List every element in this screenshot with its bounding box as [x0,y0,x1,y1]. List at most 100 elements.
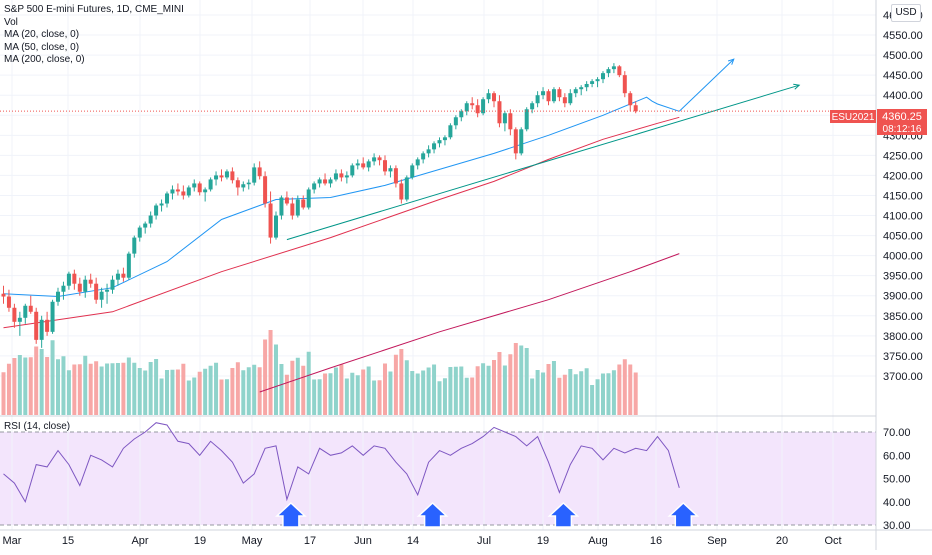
trendline-arrowhead [793,83,801,90]
candle-body [115,273,120,280]
candle-body [88,279,93,284]
candle-body [399,183,404,200]
legend-volume[interactable]: Vol [4,16,18,28]
volume-bar [105,363,110,415]
price-tick-label: 4100.00 [883,211,923,223]
volume-bar [437,381,442,415]
candle-body [410,165,415,178]
volume-bar [475,366,480,415]
candle-body [383,160,387,172]
volume-bar [312,379,317,415]
volume-bar [252,364,257,415]
volume-bar [492,360,496,415]
legend-ma200[interactable]: MA (200, close, 0) [4,54,85,65]
candle-body [530,103,535,110]
svg-text:08:12:16: 08:12:16 [883,124,922,135]
volume-bar [159,378,164,415]
candle-body [519,129,524,154]
candle-body [551,89,556,102]
svg-text:4360.25: 4360.25 [882,111,922,123]
candle-body [312,183,317,190]
legend-symbol[interactable]: S&P 500 E-mini Futures, 1D, CME_MINI [4,4,184,15]
candle-body [328,179,333,184]
volume-bar [121,362,126,415]
candle-body [121,273,126,278]
candle-body [502,113,507,124]
candle-body [415,159,420,166]
volume-bar [432,364,437,415]
candle-body [105,289,110,292]
candle-body [601,73,605,80]
candle-body [492,93,496,102]
candle-body [246,182,251,185]
volume-bar [541,372,546,415]
time-tick-label: 20 [776,535,788,547]
candle-body [366,161,371,168]
candle-body [83,279,88,292]
price-tick-label: 4400.00 [883,90,923,102]
volume-bar [551,361,556,415]
candle-body [361,163,366,168]
candle-body [268,203,273,238]
volume-bar [257,367,262,415]
candle-body [192,183,197,188]
candle-body [568,93,573,104]
candle-body [12,307,17,322]
chart-legend: S&P 500 E-mini Futures, 1D, CME_MINI Vol… [4,4,184,67]
candle-body [224,171,229,178]
candle-body [132,237,137,254]
blue-up-arrow [667,501,700,528]
candle-body [573,89,578,94]
candle-body [263,176,268,204]
volume-bar [284,374,289,415]
volume-bar [622,359,627,415]
volume-bar [595,379,600,415]
currency-button[interactable]: USD [891,4,921,22]
candle-body [459,111,464,118]
trendlines[interactable] [286,58,801,241]
candle-body [541,91,546,96]
candle-body [126,253,131,278]
projection-trendline [678,58,735,112]
volume-bar [426,367,431,415]
candle-body [143,223,148,228]
volume-bar [132,362,137,415]
price-tick-label: 3800.00 [883,331,923,343]
volume-bar [355,375,360,415]
volume-bar [388,371,393,415]
price-tick-label: 3750.00 [883,351,923,363]
rsi-legend[interactable]: RSI (14, close) [4,421,71,432]
candle-body [339,173,344,178]
time-tick-label: Jul [477,535,491,547]
volume-bar [230,368,235,415]
volume-bar [279,364,284,415]
volume-bar [126,357,131,415]
volume-bar [295,357,300,415]
volume-bar [110,363,115,415]
candle-body [61,285,66,292]
legend-ma50[interactable]: MA (50, close, 0) [4,41,80,53]
candle-body [426,149,431,154]
candle-body [137,227,142,238]
volume-bar [366,366,371,415]
candle-body [606,69,611,74]
rsi-axis: 70.00 60.00 50.00 40.00 30.00 [0,427,911,532]
volume-bar [557,377,562,415]
legend-ma20[interactable]: MA (20, close, 0) [4,29,80,40]
candle-body [50,301,55,332]
candle-body [508,113,513,130]
candle-body [497,101,502,124]
candle-body [584,83,589,88]
volume-bar [154,359,159,415]
volume-bar [404,360,409,415]
volume-bar [590,385,595,415]
volume-bar [410,371,415,415]
candle-body [1,293,6,297]
volume-bar [350,372,355,415]
volume-bar [513,343,518,415]
volume-bar [170,369,175,415]
candle-body [148,215,153,224]
rsi-line [3,422,680,504]
